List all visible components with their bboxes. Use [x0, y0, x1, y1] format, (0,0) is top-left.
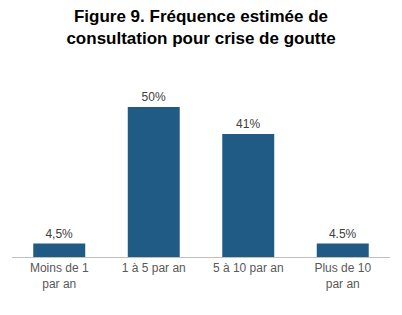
- svg-text:1 à 5 par an: 1 à 5 par an: [122, 261, 186, 275]
- svg-text:41%: 41%: [236, 117, 260, 131]
- svg-text:Figure 9. Fréquence estimée de: Figure 9. Fréquence estimée deconsultati…: [66, 7, 335, 48]
- svg-text:50%: 50%: [142, 90, 166, 104]
- svg-text:Moins de 1par an: Moins de 1par an: [30, 261, 89, 291]
- svg-text:Plus de 10par an: Plus de 10par an: [314, 261, 371, 291]
- svg-text:4.5%: 4.5%: [329, 227, 357, 241]
- svg-text:4,5%: 4,5%: [45, 227, 73, 241]
- svg-text:5 à 10 par an: 5 à 10 par an: [213, 261, 284, 275]
